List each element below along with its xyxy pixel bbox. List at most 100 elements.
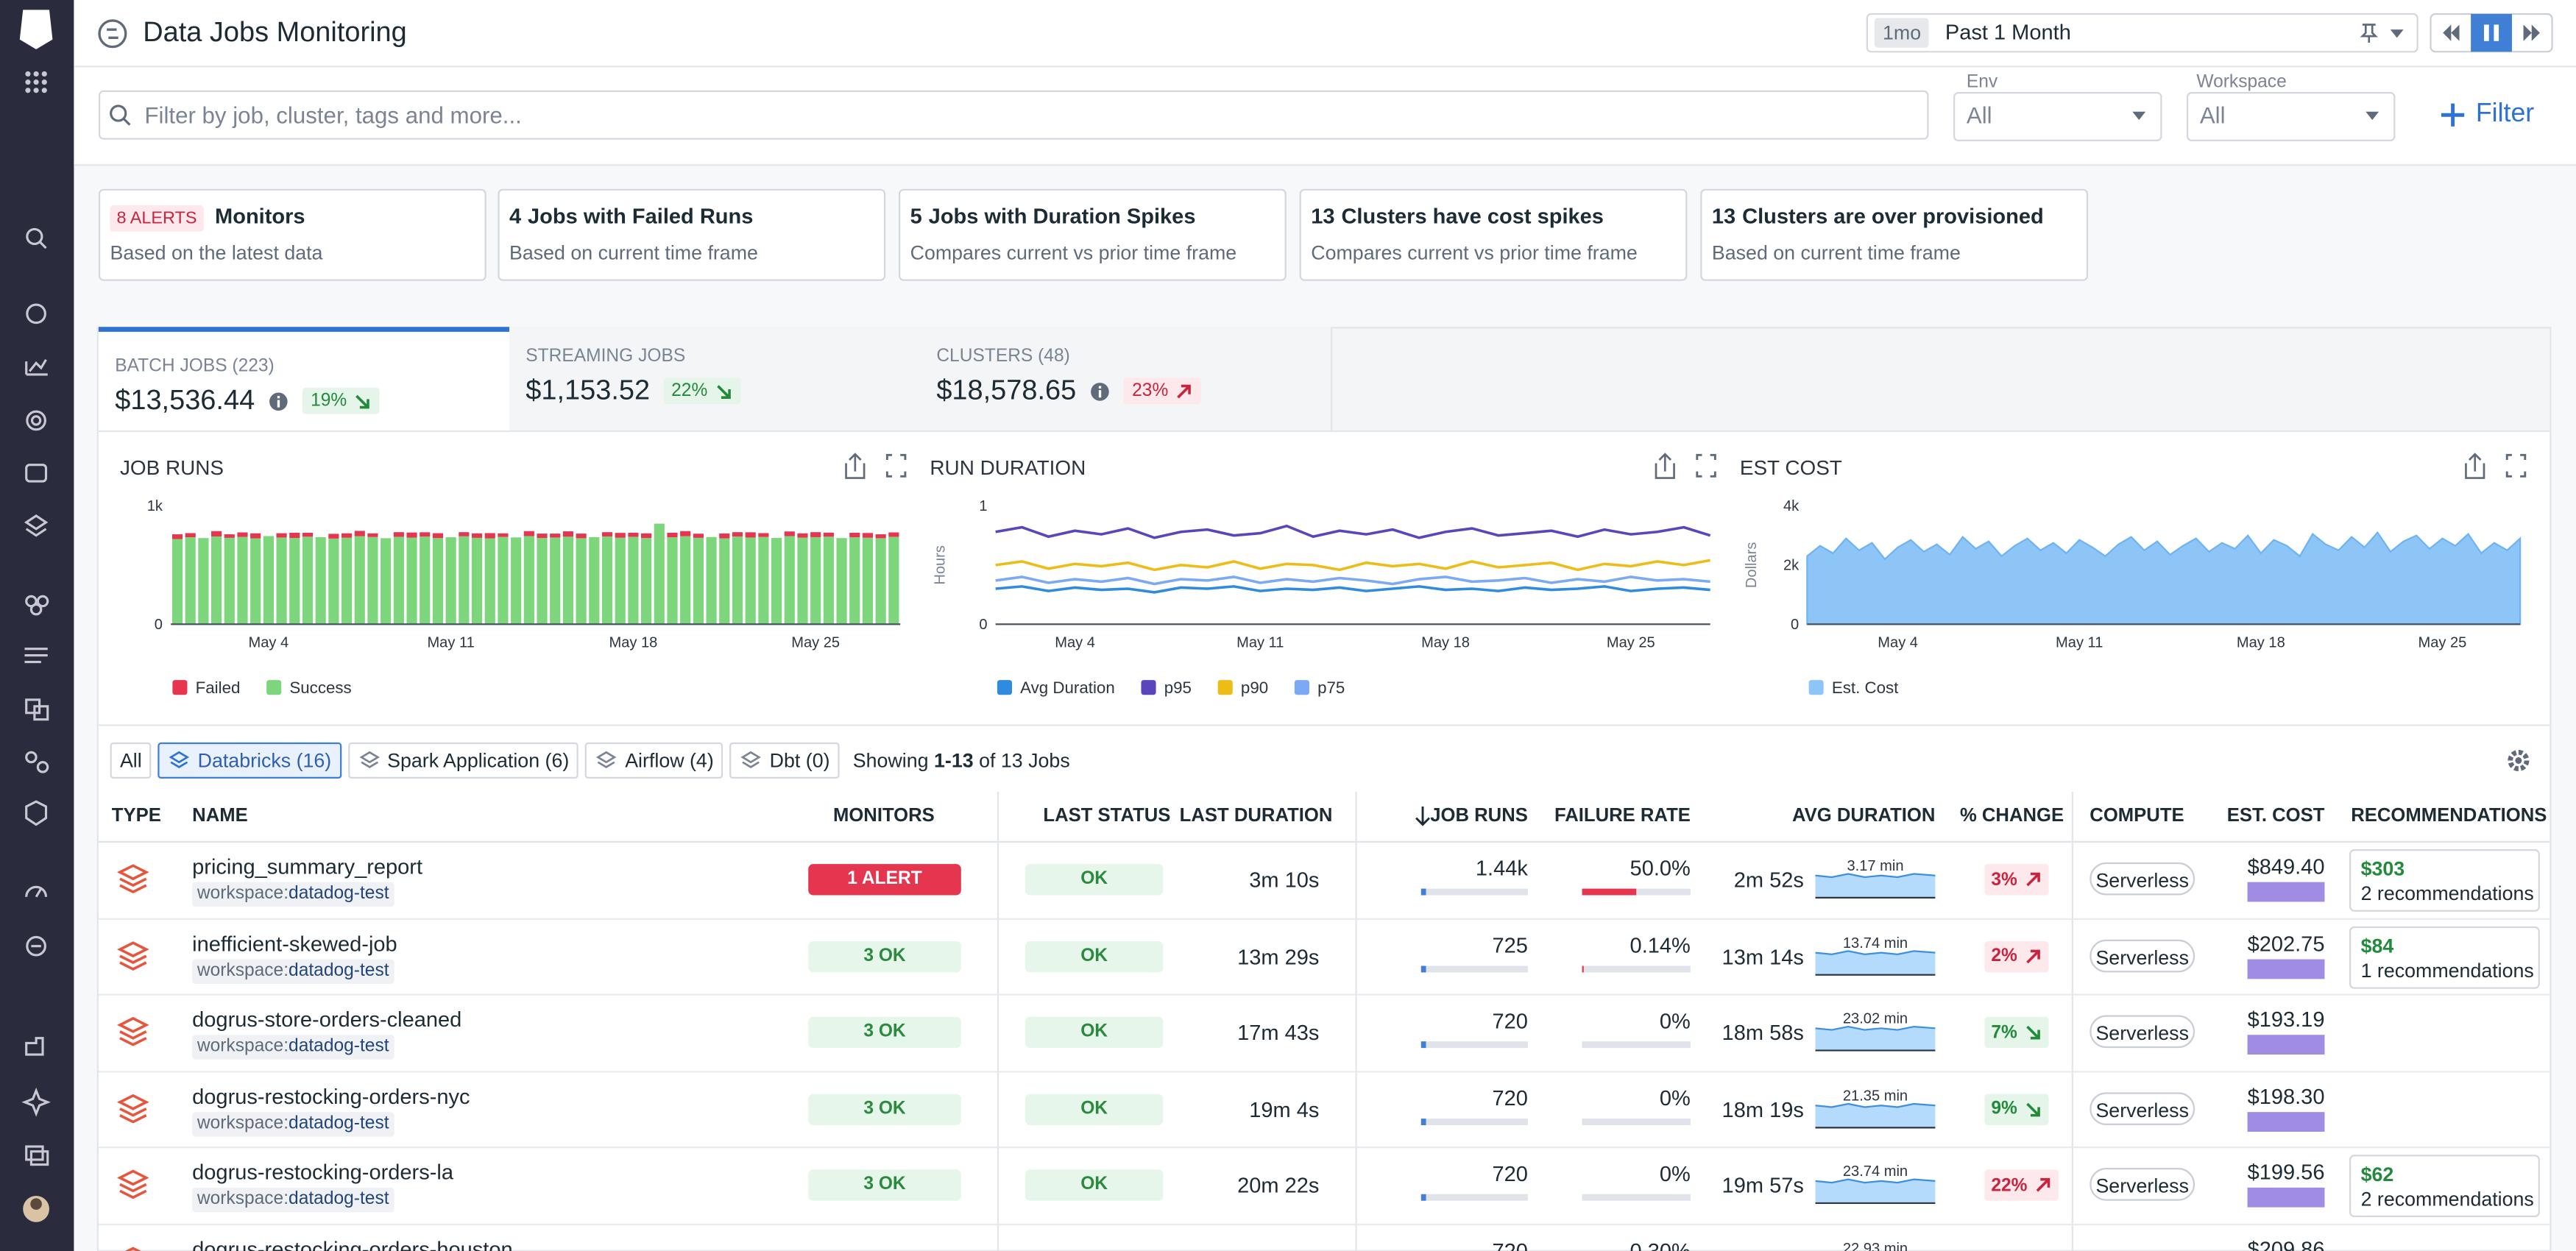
showing-range: 1-13: [934, 749, 974, 772]
bar: [472, 534, 482, 538]
type-filter[interactable]: Airflow (4): [586, 743, 724, 779]
bar: [263, 536, 274, 624]
summary-card[interactable]: 4Jobs with Failed RunsBased on current t…: [498, 189, 885, 281]
bar: [459, 532, 469, 536]
type-filter-icon: [740, 749, 762, 772]
table-row[interactable]: dogrus-store-orders-cleanedworkspace:dat…: [0, 996, 2576, 1072]
databricks-icon: [116, 1245, 149, 1251]
bar: [172, 534, 183, 539]
bar: [693, 534, 704, 538]
column-header: EST. COST: [2227, 807, 2325, 826]
job-runs-fill: [1421, 1042, 1426, 1049]
bar: [576, 534, 587, 538]
trend-arrow: [2024, 1100, 2042, 1119]
workspace-tag: workspace:datadog-test: [192, 959, 394, 983]
last-duration: 20m 22s: [1237, 1174, 1319, 1198]
table-row[interactable]: inefficient-skewed-jobworkspace:datadog-…: [0, 919, 2576, 996]
summary-card[interactable]: 13Clusters are over provisionedBased on …: [1700, 189, 2088, 281]
column-header: % CHANGE: [1960, 807, 2064, 826]
monitors-pill: 3 OK: [808, 940, 961, 971]
table-row[interactable]: dogrus-restocking-orders-laworkspace:dat…: [0, 1149, 2576, 1225]
y-tick-label: 0: [979, 617, 987, 633]
job-name: dogrus-restocking-orders-nyc: [192, 1084, 470, 1108]
recommendation-box[interactable]: $622 recommendations: [2349, 1155, 2540, 1218]
bar: [224, 534, 235, 538]
bar: [824, 533, 834, 536]
summary-card[interactable]: 13Clusters have cost spikesCompares curr…: [1300, 189, 1688, 281]
y-axis-label: Hours: [932, 545, 948, 585]
search-icon: [108, 104, 131, 127]
bar: [550, 537, 560, 624]
bar: [198, 538, 208, 624]
env-label: Env: [1963, 72, 2000, 92]
recommendation-box[interactable]: $841 recommendations: [2349, 926, 2540, 988]
bar: [680, 536, 690, 625]
summary-card[interactable]: 8 ALERTSMonitorsBased on the latest data: [99, 189, 486, 281]
bar: [758, 537, 768, 625]
bar: [641, 534, 651, 538]
trend-arrow: [1175, 382, 1193, 400]
sparkline-label: 21.35 min: [1816, 1087, 1936, 1103]
table-toolbar: AllDatabricks (16)Spark Application (6)A…: [110, 743, 1070, 779]
time-range: Past 1 Month: [1945, 20, 2071, 44]
bar: [628, 533, 638, 536]
bar: [758, 533, 768, 536]
status-pill: OK: [1025, 1170, 1163, 1201]
filter-button[interactable]: Filter: [2476, 100, 2534, 130]
est-cost: $199.56: [2248, 1160, 2325, 1185]
type-filter-icon: [168, 749, 191, 772]
bar: [888, 536, 899, 624]
summary-tab[interactable]: STREAMING JOBS $1,153.5222%: [509, 327, 921, 430]
cost-bar: [2248, 1035, 2325, 1055]
tab-change: 19%: [302, 388, 380, 414]
table-row[interactable]: dogrus-restocking-orders-houston7200.30%…: [0, 1225, 2576, 1251]
trend-arrow-path: [2027, 873, 2039, 885]
y-tick-label: 0: [1791, 617, 1799, 633]
table-row[interactable]: pricing_summary_reportworkspace:datadog-…: [0, 843, 2576, 919]
type-filter-icon: [595, 749, 618, 772]
tab-value-row: $1,153.5222%: [526, 375, 740, 408]
job-runs-fill: [1421, 889, 1426, 896]
tag-key: workspace:: [197, 1113, 289, 1133]
bar: [394, 536, 404, 624]
failure-rate: 0%: [1660, 1009, 1691, 1033]
legend-label: Avg Duration: [1020, 678, 1115, 697]
avg-duration: 18m 58s: [1722, 1021, 1804, 1045]
info-icon: [268, 390, 289, 411]
type-filter[interactable]: Spark Application (6): [348, 743, 579, 779]
summary-tab[interactable]: CLUSTERS (48)$18,578.6523%: [920, 327, 1332, 430]
bar: [719, 539, 729, 625]
summary-card[interactable]: 5Jobs with Duration SpikesCompares curre…: [899, 189, 1287, 281]
settings-icon[interactable]: [2505, 748, 2532, 774]
card-subtitle: Based on the latest data: [110, 241, 323, 264]
bar: [654, 524, 665, 625]
y-tick-label: 1: [979, 498, 987, 514]
column-header: RECOMMENDATIONS: [2351, 807, 2547, 826]
bar: [849, 537, 860, 624]
divider: [99, 724, 2550, 726]
bar: [185, 533, 196, 537]
tab-change-value: 19%: [311, 391, 347, 411]
sparkline-label: 23.74 min: [1816, 1163, 1936, 1180]
type-filter[interactable]: Dbt (0): [730, 743, 840, 779]
bar: [888, 532, 899, 536]
tab-cost: $13,536.44: [115, 384, 255, 417]
type-filter[interactable]: All: [110, 743, 152, 779]
tab-label: STREAMING JOBS: [526, 347, 685, 366]
bar: [289, 538, 300, 624]
trend-arrow-path: [357, 395, 369, 407]
search-placeholder: Filter by job, cluster, tags and more...: [144, 102, 521, 128]
bar: [876, 534, 886, 538]
type-filter[interactable]: Databricks (16): [158, 743, 342, 779]
playback-controls[interactable]: [2430, 13, 2552, 53]
bar: [498, 537, 508, 625]
recommendation-box[interactable]: $3032 recommendations: [2349, 849, 2540, 912]
table-row[interactable]: dogrus-restocking-orders-nycworkspace:da…: [0, 1072, 2576, 1149]
card-count: 4: [509, 204, 521, 228]
cost-bar: [2248, 1188, 2325, 1208]
summary-tab[interactable]: BATCH JOBS (223)$13,536.4419%: [99, 327, 511, 430]
avg-duration: 19m 57s: [1722, 1174, 1804, 1198]
bar: [446, 537, 456, 624]
tag-value: datadog-test: [289, 884, 389, 904]
